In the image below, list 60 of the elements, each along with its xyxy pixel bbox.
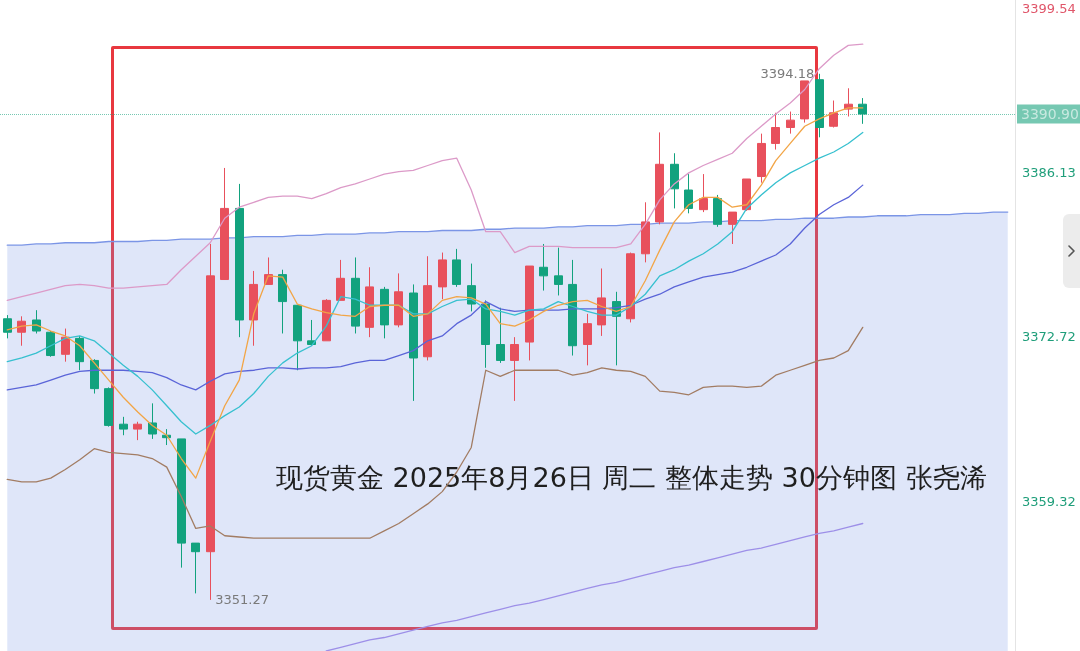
candlestick [438,252,447,300]
candlestick [206,243,215,601]
candlestick [394,272,403,328]
y-tick-label: 3359.32 [1022,493,1076,509]
candlestick [655,131,664,225]
candlestick [641,201,650,263]
candlestick [235,183,244,338]
candlestick [771,112,780,151]
candlestick [829,100,838,128]
candlestick [510,336,519,402]
line-series [6,131,864,435]
line-series [6,43,864,302]
candlestick [583,313,592,366]
candlestick [351,256,360,334]
candlestick [75,335,84,371]
candlestick [336,259,345,301]
annotation: 3394.18 [760,66,815,82]
candlestick [815,73,824,138]
candlestick [858,97,867,125]
line-series [325,522,864,651]
candlestick [61,328,70,363]
y-tick-label: 3386.13 [1022,165,1076,180]
annotation: 3351.27 [215,592,270,608]
y-tick-label: 3399.54 [1022,0,1076,16]
candlestick [525,265,534,361]
candlestick [322,298,331,342]
candlestick [670,152,679,209]
line-series [6,184,864,391]
candlestick [757,133,766,184]
candlestick [496,307,505,364]
candlestick [249,270,258,347]
candlestick [365,266,374,338]
candlestick [699,173,708,213]
candlestick [191,542,200,594]
candlestick [177,438,186,569]
candlestick [220,167,229,281]
ref-line-label: 3390.90 [1021,106,1079,123]
candlestick [554,247,563,296]
candlestick [800,80,809,124]
candlestick [104,386,113,428]
candlestick [452,248,461,288]
candlestick [409,283,418,402]
y-tick-label: 3372.72 [1022,329,1076,345]
candlestick [380,286,389,339]
candlestick [3,314,12,339]
candlestick [539,243,548,292]
candlestick [626,252,635,323]
candlestick [46,330,55,358]
candlestick [133,421,142,441]
candlestick [90,358,99,395]
candlestick [713,194,722,228]
candlestick [278,269,287,334]
candlestick [568,259,577,357]
candlestick [119,416,128,436]
candlestick [293,304,302,371]
candlestick [728,211,737,245]
candlestick [786,111,795,135]
candlestick [684,173,693,214]
candlestick [481,299,490,369]
candlestick [423,255,432,361]
